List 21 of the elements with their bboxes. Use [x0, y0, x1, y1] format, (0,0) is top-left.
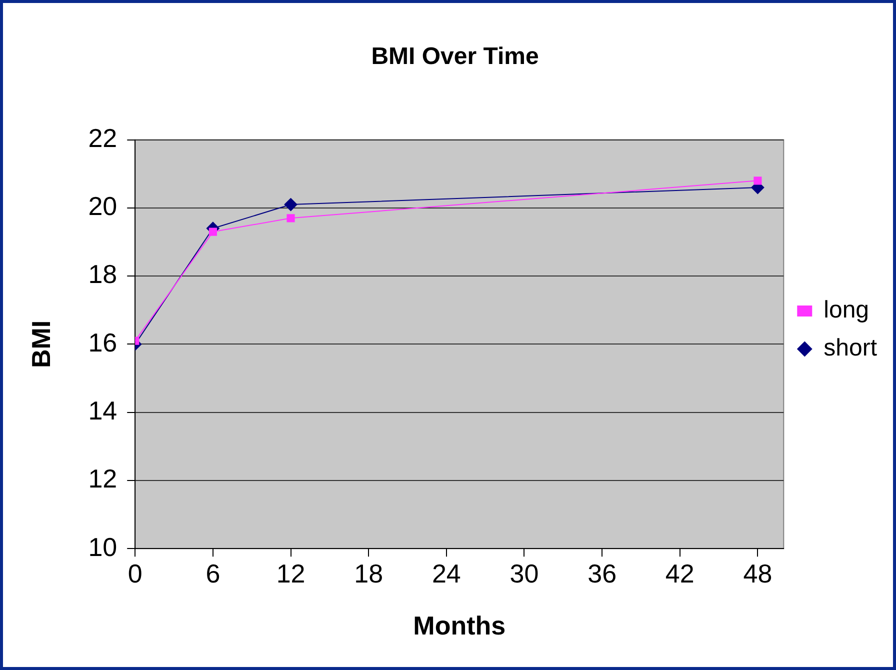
legend-label: long: [824, 296, 870, 324]
x-tick-label: 30: [510, 558, 539, 588]
x-tick-label: 0: [128, 558, 142, 588]
y-tick-label: 16: [88, 327, 118, 358]
y-tick-label: 14: [88, 396, 118, 426]
chart-title: BMI Over Time: [371, 43, 539, 70]
x-tick-label: 36: [588, 558, 617, 588]
x-tick-label: 24: [432, 558, 461, 588]
x-tick-label: 6: [206, 558, 220, 588]
x-tick-label: 12: [276, 558, 306, 588]
y-tick-label: 10: [88, 532, 118, 562]
y-tick-label: 18: [88, 259, 118, 290]
y-axis-title: BMI: [26, 320, 56, 368]
x-tick-label: 18: [354, 558, 384, 588]
x-tick-label: 48: [743, 558, 772, 588]
y-tick-label: 20: [88, 191, 118, 222]
x-axis-title: Months: [413, 610, 506, 641]
legend-label: short: [824, 334, 878, 362]
x-tick-label: 42: [665, 558, 694, 588]
y-tick-label: 12: [88, 464, 118, 494]
y-tick-label: 22: [88, 122, 118, 153]
